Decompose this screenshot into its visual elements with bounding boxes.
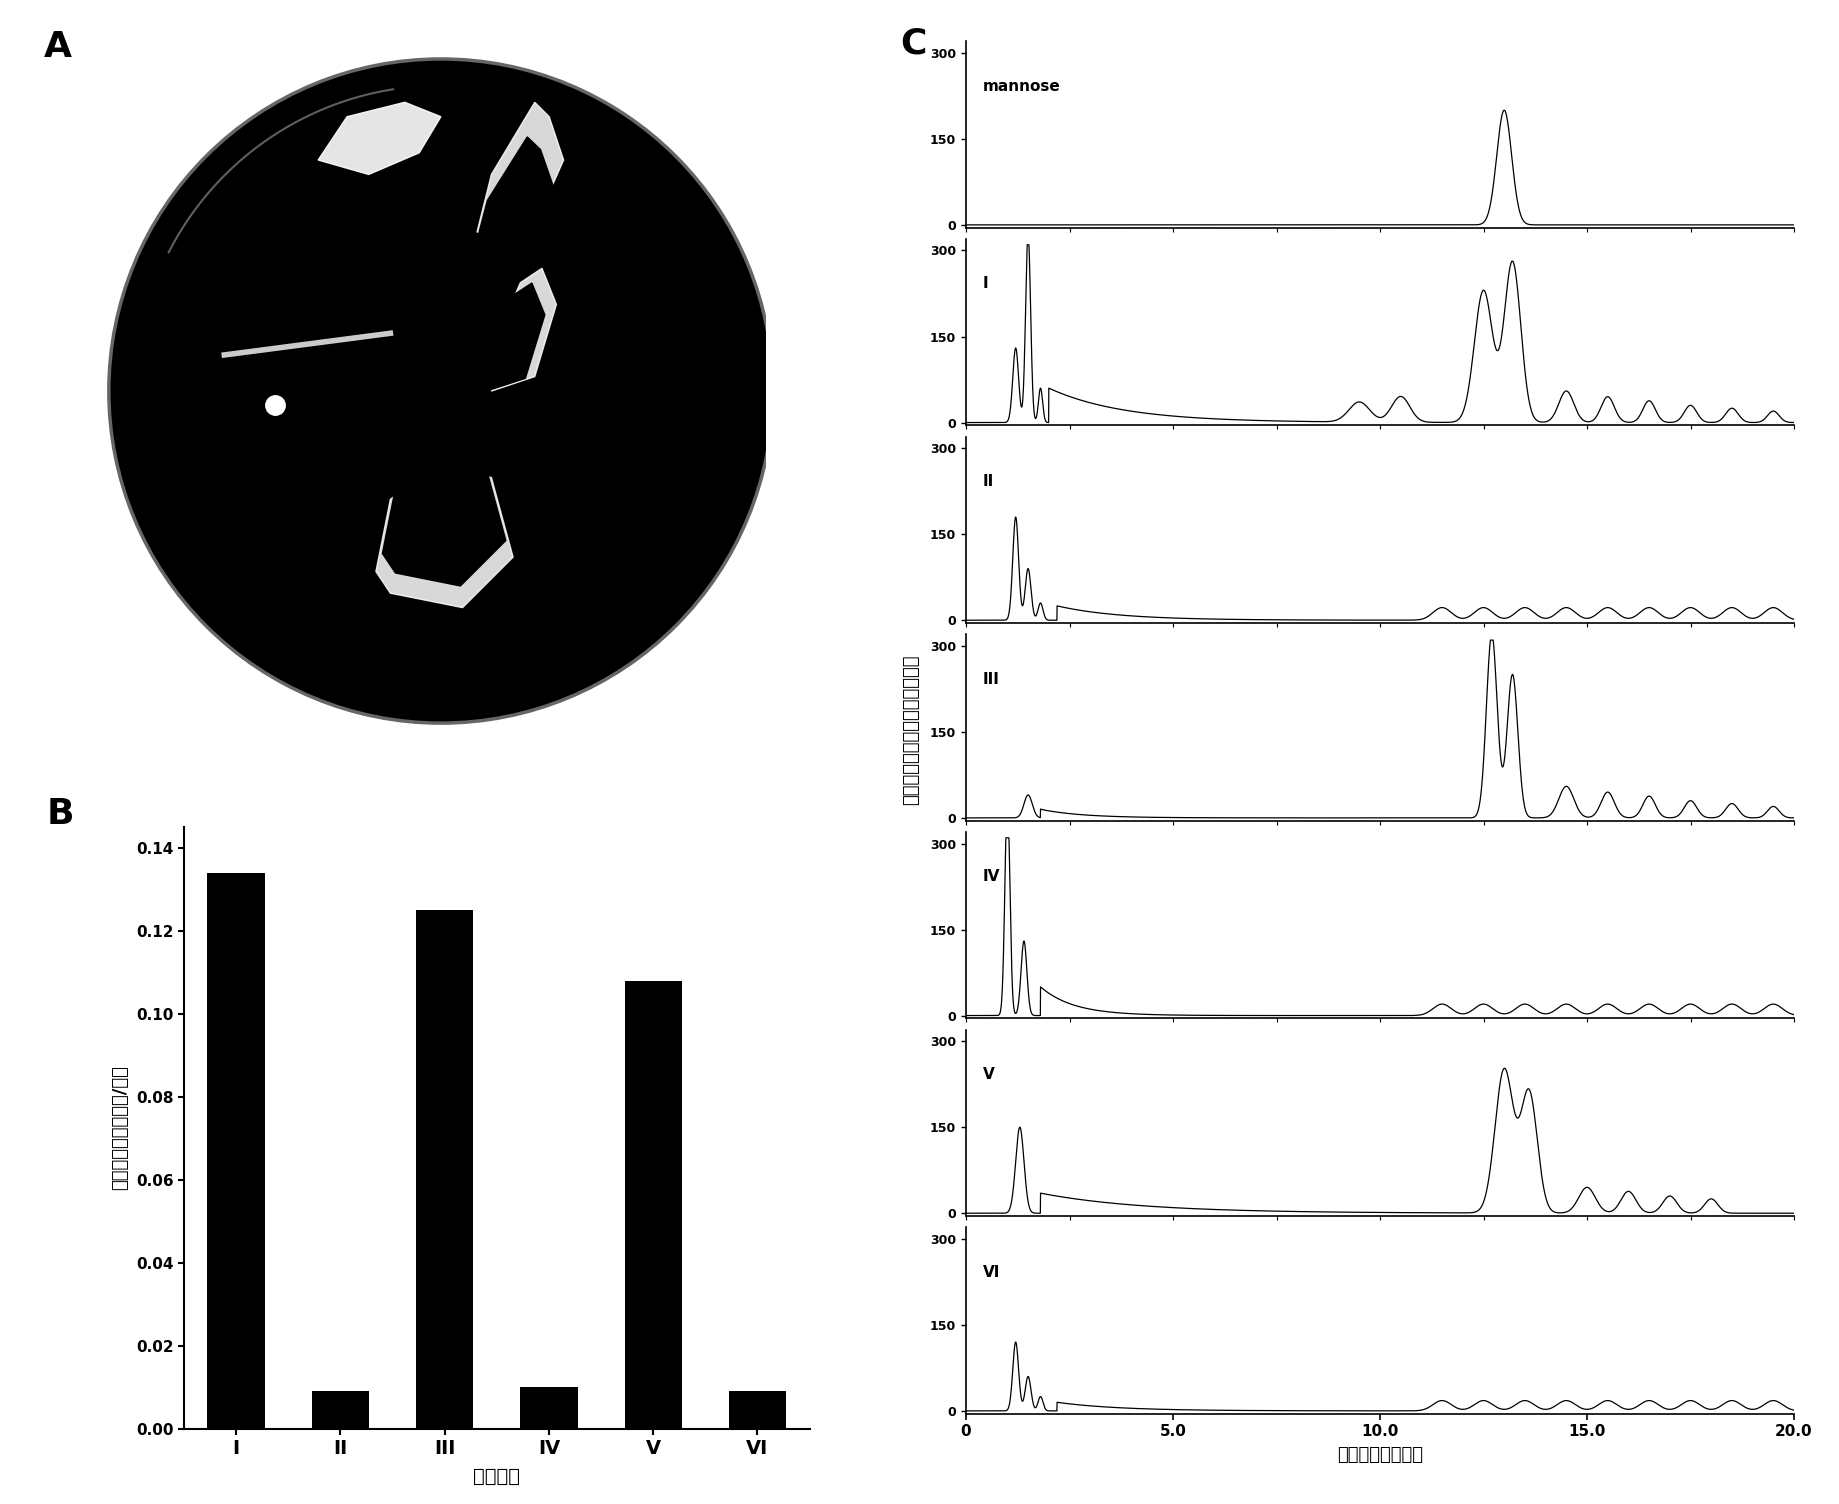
Bar (623, 981, 682, 1429)
Text: mannose: mannose (982, 78, 1059, 93)
Polygon shape (474, 137, 554, 251)
Text: 甘露糖基组分的检测（纳库伦）: 甘露糖基组分的检测（纳库伦） (901, 654, 920, 805)
Text: B: B (46, 797, 74, 832)
X-axis label: 洗脱时间（分钟）: 洗脱时间（分钟） (1337, 1447, 1422, 1463)
Circle shape (109, 59, 772, 723)
Text: C: C (899, 27, 925, 60)
Text: A: A (44, 30, 72, 65)
Text: I: I (982, 277, 988, 292)
Bar (728, 1391, 785, 1429)
Bar (311, 1391, 370, 1429)
Text: VI: VI (982, 1265, 999, 1280)
X-axis label: 各株菌株: 各株菌株 (473, 1466, 520, 1486)
Polygon shape (485, 283, 544, 391)
Bar (520, 1387, 577, 1429)
Polygon shape (318, 102, 441, 174)
Y-axis label: 胞外多糖的含量（克/升）: 胞外多糖的含量（克/升） (110, 1065, 129, 1191)
Bar (208, 872, 265, 1429)
Polygon shape (476, 102, 563, 232)
Polygon shape (383, 456, 506, 587)
Text: V: V (982, 1066, 993, 1081)
Polygon shape (491, 268, 555, 391)
Text: IV: IV (982, 869, 999, 884)
Text: III: III (982, 672, 999, 687)
Polygon shape (375, 463, 513, 608)
Text: II: II (982, 474, 993, 489)
Bar (416, 910, 473, 1429)
